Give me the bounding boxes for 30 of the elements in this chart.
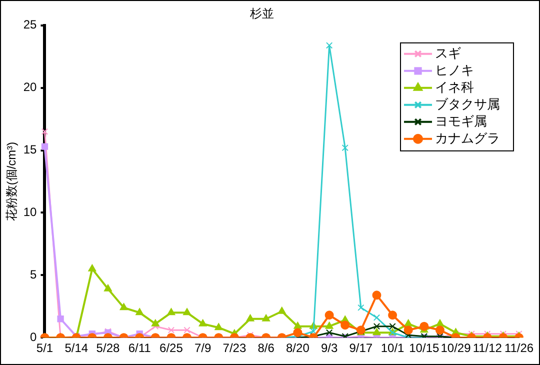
x-tick-label: 8/6 bbox=[258, 341, 275, 356]
x-tick-label: 7/9 bbox=[194, 341, 212, 356]
legend-label: ブタクサ属 bbox=[435, 96, 500, 112]
x-tick-label: 8/20 bbox=[286, 341, 310, 356]
x-tick-label: 5/28 bbox=[96, 341, 120, 356]
chart-title: 杉並 bbox=[249, 6, 274, 21]
x-tick-label: 9/3 bbox=[320, 341, 338, 356]
x-tick-label: 11/12 bbox=[472, 341, 502, 356]
y-tick-label: 25 bbox=[23, 18, 38, 32]
x-tick-label: 5/1 bbox=[36, 341, 54, 356]
legend-label: カナムグラ bbox=[435, 130, 500, 146]
x-tick-label: 7/23 bbox=[222, 341, 246, 356]
x-tick-label: 6/25 bbox=[160, 341, 184, 356]
legend-label: スギ bbox=[435, 45, 461, 60]
x-tick-label: 11/26 bbox=[504, 341, 534, 356]
y-axis-title: 花粉数(個/cm³) bbox=[4, 142, 19, 222]
legend-label: イネ科 bbox=[435, 79, 474, 94]
legend-label: ヨモギ属 bbox=[435, 113, 487, 128]
y-tick-label: 5 bbox=[30, 267, 38, 282]
x-tick-label: 10/15 bbox=[409, 341, 440, 356]
legend-label: ヒノキ bbox=[435, 62, 474, 78]
y-tick-label: 10 bbox=[23, 205, 38, 220]
x-tick-label: 10/1 bbox=[380, 341, 405, 356]
y-tick-label: 20 bbox=[23, 80, 38, 94]
y-tick-label: 0 bbox=[30, 330, 38, 344]
x-tick-label: 9/17 bbox=[349, 341, 373, 356]
x-tick-label: 10/29 bbox=[440, 341, 472, 356]
x-tick-label: 5/14 bbox=[64, 341, 88, 356]
y-tick-label: 15 bbox=[23, 142, 38, 157]
x-tick-label: 6/11 bbox=[128, 341, 152, 356]
